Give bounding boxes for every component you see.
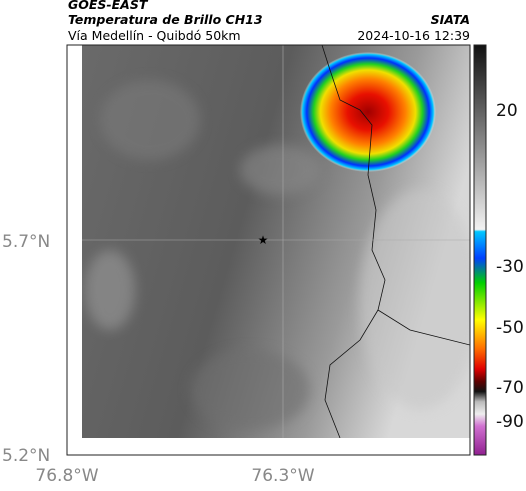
lat-label: 5.2°N [2, 446, 50, 466]
colorbar-scale [473, 44, 487, 456]
lat-label: 5.7°N [2, 232, 50, 252]
border [321, 45, 470, 346]
colorbar-tick: -90 [496, 412, 524, 432]
product: Temperatura de Brillo CH13 [68, 12, 263, 27]
lon-label: 76.8°W [35, 466, 98, 486]
satellite-image: ★ [82, 45, 470, 438]
header: GOES-EAST Temperatura de Brillo CH13 Vía… [68, 0, 470, 43]
border [324, 309, 379, 438]
colorbar-tick: -50 [496, 318, 524, 338]
satellite: GOES-EAST [68, 0, 149, 12]
colorbar: 20 -30 -50 -70 -90 [473, 44, 524, 456]
timestamp: 2024-10-16 12:39 [357, 28, 470, 43]
storm-cell [300, 52, 436, 172]
colorbar-tick: 20 [496, 101, 518, 121]
region: Vía Medellín - Quibdó 50km [68, 28, 241, 43]
lon-label: 76.3°W [251, 466, 314, 486]
map-frame [66, 44, 471, 456]
source: SIATA [431, 12, 470, 27]
axes: 5.7°N 5.2°N 76.8°W 76.3°W [2, 232, 315, 486]
station-marker: ★ [258, 233, 269, 247]
colorbar-tick: -30 [496, 257, 524, 277]
colorbar-tick: -70 [496, 378, 524, 398]
